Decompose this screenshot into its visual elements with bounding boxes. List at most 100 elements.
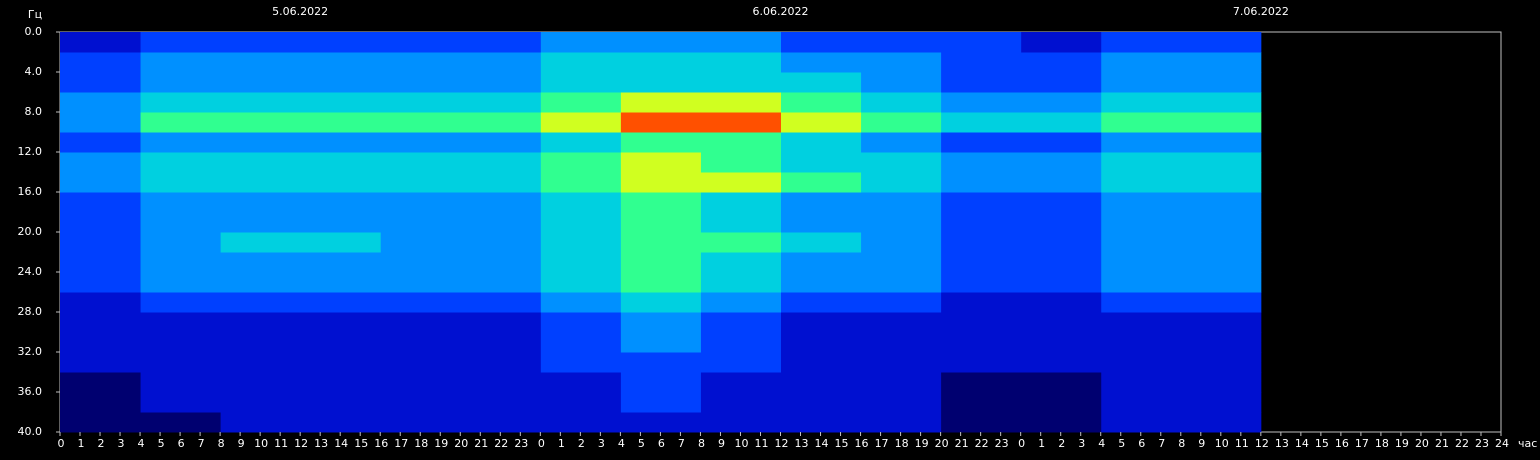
heat-cell	[460, 112, 541, 133]
heat-cell	[780, 392, 862, 413]
heat-cell	[700, 52, 781, 73]
heat-cell	[540, 292, 621, 313]
heat-cell	[460, 152, 541, 173]
heat-cell	[860, 392, 942, 413]
x-tick-label: 17	[1355, 437, 1369, 450]
heat-cell	[540, 212, 621, 233]
heat-cell	[940, 292, 1022, 313]
x-tick-label: 21	[955, 437, 969, 450]
heat-cell	[380, 32, 461, 53]
heat-cell	[1020, 92, 1102, 113]
x-tick-label: 10	[1215, 437, 1229, 450]
heat-cell	[1100, 172, 1182, 193]
heat-cell	[1180, 192, 1262, 213]
x-tick-label: 0	[58, 437, 65, 450]
x-tick-label: 17	[875, 437, 889, 450]
heat-cell	[940, 372, 1022, 393]
heat-cell	[1020, 352, 1102, 373]
heat-cell	[860, 132, 942, 153]
heat-cell	[940, 332, 1022, 353]
heat-cell	[540, 232, 621, 253]
heat-cell	[1020, 212, 1102, 233]
heat-cell	[60, 52, 141, 73]
heat-cell	[540, 172, 621, 193]
x-tick-label: 20	[1415, 437, 1429, 450]
heat-cell	[300, 292, 381, 313]
heat-cell	[940, 152, 1022, 173]
x-tick-label: 12	[1255, 437, 1269, 450]
heat-cell	[700, 232, 781, 253]
heat-cell	[140, 72, 221, 93]
heat-cell	[140, 112, 221, 133]
heat-cell	[1100, 352, 1182, 373]
heat-cell	[780, 412, 862, 433]
x-tick-label: 12	[294, 437, 308, 450]
heat-cell	[620, 252, 701, 273]
x-tick-label: 2	[98, 437, 105, 450]
heat-cell	[220, 112, 301, 133]
heat-cell	[460, 252, 541, 273]
heat-cell	[780, 352, 862, 373]
heat-cell	[1100, 312, 1182, 333]
heat-cell	[1020, 232, 1102, 253]
heat-cell	[1100, 152, 1182, 173]
heat-cell	[780, 152, 862, 173]
heat-cell	[220, 212, 301, 233]
heat-cell	[140, 92, 221, 113]
heat-cell	[220, 352, 301, 373]
heat-cell	[540, 72, 621, 93]
heat-cell	[220, 332, 301, 353]
x-tick-label: 3	[1078, 437, 1085, 450]
heat-cell	[1180, 112, 1262, 133]
date-label: 7.06.2022	[1233, 5, 1289, 18]
heat-cell	[540, 392, 621, 413]
heat-cell	[620, 52, 701, 73]
x-tick-label: 0	[538, 437, 545, 450]
heat-cell	[780, 372, 862, 393]
heat-cell	[620, 192, 701, 213]
heat-cell	[620, 292, 701, 313]
heat-cell	[140, 212, 221, 233]
heat-cell	[1100, 392, 1182, 413]
x-tick-label: 13	[1275, 437, 1289, 450]
x-tick-label: 14	[815, 437, 829, 450]
date-label: 6.06.2022	[753, 5, 809, 18]
heat-cell	[780, 192, 862, 213]
y-tick-label: 16.0	[18, 185, 43, 198]
x-tick-label: 15	[354, 437, 368, 450]
heat-cell	[140, 332, 221, 353]
x-tick-label: 8	[1178, 437, 1185, 450]
x-tick-label: 3	[118, 437, 125, 450]
y-axis-label: Гц	[28, 8, 42, 21]
heat-cell	[1100, 412, 1182, 433]
heat-cell	[1100, 272, 1182, 293]
heat-cell	[380, 392, 461, 413]
heat-cell	[1100, 192, 1182, 213]
heat-cell	[60, 192, 141, 213]
heat-cell	[300, 372, 381, 393]
heat-cell	[300, 352, 381, 373]
heat-cell	[780, 92, 862, 113]
heat-cell	[140, 232, 221, 253]
x-tick-label: 16	[855, 437, 869, 450]
x-tick-label: 3	[598, 437, 605, 450]
heat-cell	[780, 132, 862, 153]
heat-cell	[60, 132, 141, 153]
heat-cell	[300, 32, 381, 53]
heat-cell	[700, 112, 781, 133]
x-tick-label: 4	[1098, 437, 1105, 450]
x-tick-label: 22	[1455, 437, 1469, 450]
heat-cell	[1180, 412, 1262, 433]
heat-cell	[860, 72, 942, 93]
x-tick-label: 4	[618, 437, 625, 450]
x-tick-label: 2	[578, 437, 585, 450]
x-tick-label: 13	[314, 437, 328, 450]
heat-cell	[220, 72, 301, 93]
heat-cell	[1180, 372, 1262, 393]
x-tick-label: 19	[915, 437, 929, 450]
heat-cell	[140, 352, 221, 373]
heat-cell	[60, 392, 141, 413]
x-tick-label: 20	[454, 437, 468, 450]
heat-cell	[60, 272, 141, 293]
